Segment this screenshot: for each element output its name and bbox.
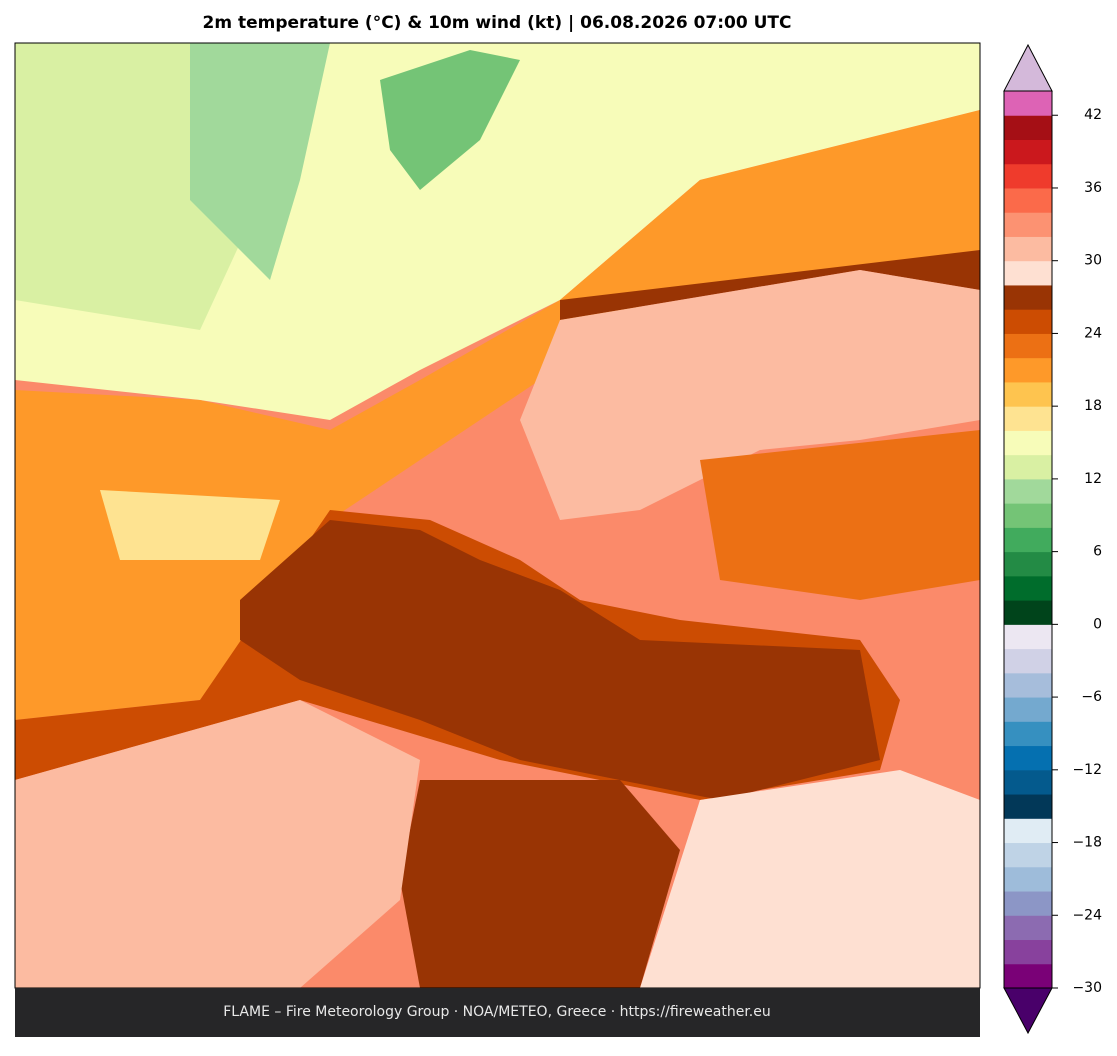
- colorbar-tick-label: 24: [1084, 325, 1102, 341]
- colorbar-bin: [1004, 527, 1052, 553]
- colorbar-bin: [1004, 260, 1052, 286]
- colorbar-bin: [1004, 309, 1052, 334]
- colorbar-tick-label: −6: [1081, 689, 1102, 705]
- black-sea-region: [700, 430, 980, 600]
- colorbar-tick-label: −18: [1072, 835, 1102, 851]
- iberia-region: [100, 490, 280, 560]
- libya-region: [400, 780, 680, 988]
- colorbar-over: [1003, 43, 1053, 92]
- colorbar-tick-label: −30: [1072, 980, 1102, 996]
- colorbar-under: [1003, 987, 1053, 1035]
- colorbar-bin: [1004, 236, 1052, 262]
- title: 2m temperature (°C) & 10m wind (kt) | 06…: [202, 13, 791, 33]
- scandinavia-region: [380, 50, 520, 190]
- eastern-europe-region: [520, 270, 980, 520]
- africa-region: [15, 700, 420, 988]
- colorbar-bin: [1004, 212, 1052, 237]
- colorbar-bin: [1004, 333, 1052, 359]
- colorbar-bin: [1004, 648, 1052, 674]
- colorbar-tick-label: 6: [1093, 544, 1102, 560]
- colorbar-bin: [1004, 963, 1052, 989]
- colorbar-bin: [1004, 575, 1052, 601]
- colorbar-tick-label: 0: [1093, 616, 1102, 632]
- colorbar-bin: [1004, 866, 1052, 892]
- colorbar-bin: [1004, 624, 1052, 650]
- colorbar-bin: [1004, 430, 1052, 456]
- central-region: [15, 110, 980, 720]
- colorbar-frame: [1003, 90, 1053, 989]
- colorbar-bin: [1004, 721, 1052, 747]
- colorbar-bin: [1004, 91, 1052, 116]
- egypt-region: [640, 770, 980, 988]
- colorbar-bin: [1004, 600, 1052, 625]
- colorbar-tick-label: 30: [1084, 253, 1102, 269]
- colorbar: −30 −24 −18 −12 −6 0 6 12 18 24 30 36 42: [1003, 43, 1102, 1035]
- colorbar-bin: [1004, 357, 1052, 383]
- colorbar-bin: [1004, 187, 1052, 213]
- footer: FLAME – Fire Meteorology Group · NOA/MET…: [223, 1004, 771, 1020]
- colorbar-tick-label: 42: [1084, 107, 1102, 123]
- colorbar-bin: [1004, 406, 1052, 431]
- colorbar-bin: [1004, 842, 1052, 868]
- colorbar-tick-label: 12: [1084, 471, 1102, 487]
- colorbar-bin: [1004, 454, 1052, 480]
- colorbar-bin: [1004, 115, 1052, 140]
- colorbar-bin: [1004, 381, 1052, 407]
- colorbar-bin: [1004, 915, 1052, 941]
- colorbar-bin: [1004, 551, 1052, 577]
- colorbar-bin: [1004, 939, 1052, 965]
- colorbar-bin: [1004, 478, 1052, 504]
- colorbar-bin: [1004, 818, 1052, 844]
- colorbar-tick-label: 36: [1084, 180, 1102, 196]
- colorbar-bin: [1004, 284, 1052, 310]
- britain-region: [190, 43, 330, 280]
- colorbar-tick-label: 18: [1084, 398, 1102, 414]
- sea-region: [240, 520, 880, 800]
- colorbar-bin: [1004, 891, 1052, 916]
- colorbar-tick-label: −24: [1072, 907, 1102, 923]
- footer-bar: [15, 988, 980, 1037]
- map: FLAME – Fire Meteorology Group · NOA/MET…: [14, 42, 981, 1037]
- colorbar-bin: [1004, 503, 1052, 528]
- colorbar-bin: [1004, 745, 1052, 771]
- colorbar-bin: [1004, 139, 1052, 165]
- colorbar-bin: [1004, 672, 1052, 698]
- colorbar-bin: [1004, 697, 1052, 722]
- colorbar-bin: [1004, 794, 1052, 819]
- colorbar-tick-label: −12: [1072, 762, 1102, 778]
- colorbar-bin: [1004, 163, 1052, 189]
- colorbar-bin: [1004, 769, 1052, 795]
